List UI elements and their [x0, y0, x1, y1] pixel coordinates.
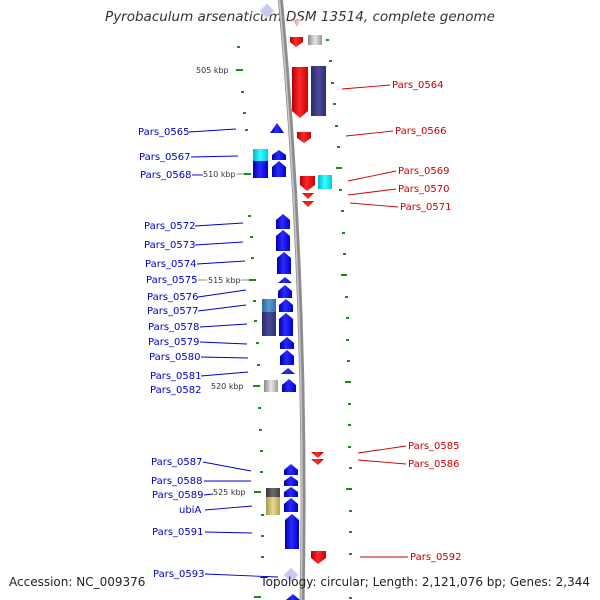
major-ticks: [236, 69, 352, 598]
scale-label-bg: [203, 169, 237, 179]
scale-label-525: 525 kbp: [213, 488, 246, 497]
label-pars-0582: Pars_0582: [150, 385, 201, 396]
gene-pars-0567: [253, 149, 268, 161]
genome-summary: Topology: circular; Length: 2,121,076 bp…: [260, 575, 590, 589]
label-pars-0588: Pars_0588: [151, 476, 202, 487]
gene-pars-0592: [311, 551, 326, 564]
gene-pars-0566: [297, 132, 311, 143]
gene-pars-0581: [281, 368, 295, 374]
label-pars-0566: Pars_0566: [395, 126, 446, 137]
forward-labels: [188, 128, 279, 578]
label-pars-0586: Pars_0586: [408, 459, 459, 470]
reverse-labels: [341, 84, 408, 558]
gene-gray-top: [308, 35, 322, 45]
label-pars-0587: Pars_0587: [151, 457, 202, 468]
gene-pars-0574: [277, 252, 291, 274]
gene-pars-0570: [318, 175, 332, 189]
genome-backbone: [277, 0, 306, 600]
label-pars-0579: Pars_0579: [148, 337, 199, 348]
gene-pars-0582: [282, 379, 296, 392]
gene-pars-0567b: [272, 150, 286, 160]
label-pars-0580: Pars_0580: [149, 352, 200, 363]
backbone-highlight: [278, 0, 303, 600]
gene-ubia: [284, 498, 298, 512]
scale-label-510: 510 kbp: [203, 170, 236, 179]
label-pars-0567: Pars_0567: [139, 152, 190, 163]
label-pars-0575: Pars_0575: [146, 275, 197, 286]
label-pars-0585: Pars_0585: [408, 441, 459, 452]
scale-label-515: 515 kbp: [208, 276, 241, 285]
label-pars-0593: Pars_0593: [153, 569, 204, 580]
label-pars-0572: Pars_0572: [144, 221, 195, 232]
gene-pink-top: [293, 20, 301, 27]
label-pars-0581: Pars_0581: [150, 371, 201, 382]
map-title: Pyrobaculum arsenaticum DSM 13514, compl…: [105, 9, 495, 25]
scale-label-505: 505 kbp: [196, 66, 229, 75]
gene-pars-0563: [290, 37, 303, 47]
gene-pars-0564-partner: [311, 66, 326, 116]
origin-diamond-top: [259, 3, 275, 19]
label-pars-0564: Pars_0564: [392, 80, 443, 91]
gene-pars-0593: [286, 594, 300, 600]
label-pars-0591: Pars_0591: [152, 527, 203, 538]
minor-ticks: [237, 39, 352, 599]
reverse-strand-genes: [290, 20, 332, 564]
label-pars-0568: Pars_0568: [140, 170, 191, 181]
gene-pars-0564: [292, 67, 308, 118]
gene-pars-0576: [278, 285, 292, 298]
gene-pars-0589: [284, 487, 298, 497]
gene-pars-0589b: [266, 488, 280, 497]
gene-pars-0579: [280, 337, 294, 349]
label-pars-0570: Pars_0570: [398, 184, 449, 195]
label-pars-0589: Pars_0589: [152, 490, 203, 501]
gene-pars-0572: [276, 214, 290, 229]
label-pars-0565: Pars_0565: [138, 127, 189, 138]
gene-pars-0575: [278, 277, 292, 283]
gene-pars-0580: [280, 350, 294, 365]
gene-pars-0571b: [302, 201, 314, 207]
gene-pars-0568: [253, 161, 268, 178]
gene-pars-0577: [279, 299, 293, 312]
label-pars-0592: Pars_0592: [410, 552, 461, 563]
gene-pars-0588: [284, 476, 298, 486]
gene-pars-0573: [276, 230, 290, 251]
gene-pars-0568b: [272, 161, 286, 177]
label-pars-0573: Pars_0573: [144, 240, 195, 251]
label-pars-0569: Pars_0569: [398, 166, 449, 177]
gene-pars-0571a: [302, 193, 314, 199]
scale-label-bg: [207, 275, 241, 285]
label-ubia: ubiA: [179, 505, 201, 516]
forward-strand-genes: [253, 123, 300, 600]
gene-pars-0591: [285, 514, 299, 549]
gene-pars-0585: [311, 452, 324, 458]
gene-ubia-b: [266, 497, 280, 515]
label-pars-0574: Pars_0574: [145, 259, 196, 270]
gene-pars-0578: [279, 313, 293, 336]
gene-pars-0586: [311, 459, 324, 465]
label-pars-0577: Pars_0577: [147, 306, 198, 317]
gene-pars-0577b: [262, 299, 276, 312]
label-pars-0578: Pars_0578: [148, 322, 199, 333]
gene-pars-0569: [300, 176, 315, 191]
gene-pars-0582b: [264, 380, 278, 392]
accession-label: Accession: NC_009376: [9, 575, 146, 589]
scale-label-520: 520 kbp: [211, 382, 244, 391]
label-pars-0571: Pars_0571: [400, 202, 451, 213]
gene-pars-0565: [270, 123, 284, 133]
label-pars-0576: Pars_0576: [147, 292, 198, 303]
gene-pars-0587: [284, 464, 298, 475]
gene-pars-0578b: [262, 312, 276, 336]
origin-diamond-bottom: [283, 567, 299, 583]
